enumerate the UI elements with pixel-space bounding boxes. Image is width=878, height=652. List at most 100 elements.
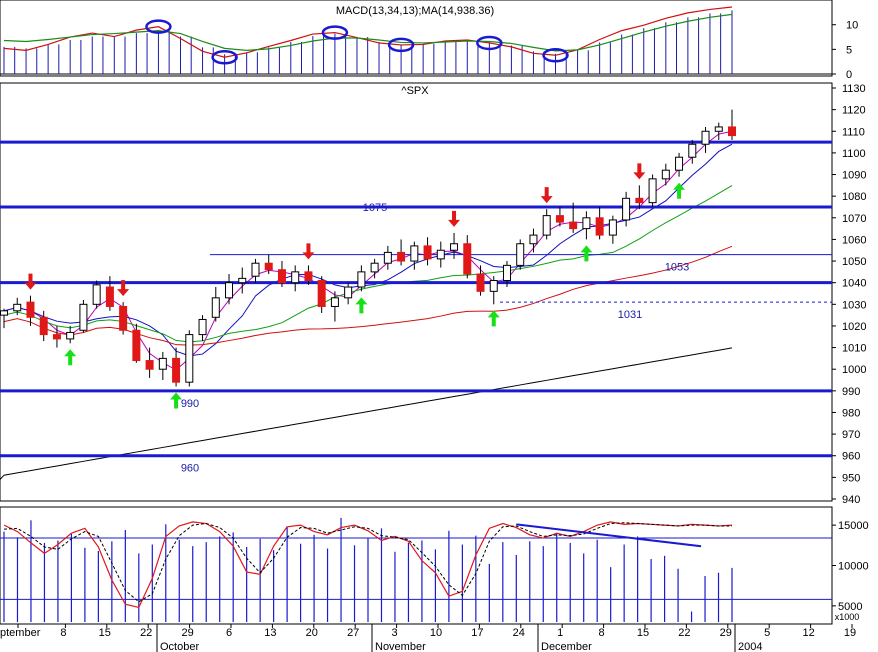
level-label: 960: [181, 463, 199, 475]
candle-body: [185, 334, 194, 383]
macd-group: 10 5 0: [0, 6, 858, 81]
candle-body: [0, 310, 8, 316]
stoch-y-tick-label: 10000: [838, 561, 869, 573]
x-tick-label: 20: [306, 627, 318, 639]
month-label: November: [375, 641, 426, 652]
candle-body: [13, 303, 22, 312]
x-tick-label: 6: [226, 627, 232, 639]
price-y-tick-label: 1080: [842, 191, 866, 203]
candle-body: [79, 303, 88, 331]
price-y-tick-label: 1060: [842, 234, 866, 246]
candle-body: [516, 243, 525, 266]
x-tick-label: 29: [181, 627, 193, 639]
candle-body: [66, 331, 75, 340]
candle-body: [423, 245, 432, 260]
candle-body: [383, 251, 392, 264]
x-axis: ptember 8 15 22 29 6 13 20 27 3 10 17 24 1 8 15 22 29 5 12 1…: [0, 623, 856, 652]
down-arrow-icon: [540, 187, 553, 204]
macd-y-tick-label: 0: [846, 69, 852, 81]
candle-body: [26, 301, 35, 318]
x-tick-label: 3: [392, 627, 398, 639]
price-y-tick-label: 1030: [842, 299, 866, 311]
candle-body: [357, 271, 366, 288]
candle-body: [158, 357, 167, 370]
candle-body: [225, 282, 234, 299]
level-label: 990: [181, 398, 199, 410]
stoch-y-tick-label: 15000: [838, 520, 869, 532]
price-group: 1130 1120 1110 1100 1090 1080 1070 1060 1050 1040…: [0, 83, 866, 506]
candle-body: [688, 143, 697, 158]
price-y-tick-label: 1120: [842, 105, 866, 117]
macd-title: MACD(13,34,13);MA(14,938.36): [336, 5, 494, 17]
down-arrow-icon: [24, 273, 37, 290]
macd-y-tick-label: 5: [846, 44, 852, 56]
candle-body: [476, 273, 485, 292]
month-label: 2004: [738, 641, 762, 652]
candle-body: [105, 286, 114, 307]
candle-body: [529, 234, 538, 245]
x-tick-label: 24: [513, 627, 525, 639]
stoch-k-line: [3, 521, 733, 609]
candle-body: [291, 271, 300, 284]
candle-body: [92, 284, 101, 305]
price-y-tick-label: 1110: [842, 126, 865, 138]
price-y-tick-label: 990: [842, 386, 860, 398]
x-tick-label: ptember: [0, 627, 41, 639]
x-tick-label: 15: [99, 627, 111, 639]
candle-body: [489, 280, 498, 292]
candle-body: [635, 197, 644, 204]
price-y-tick-label: 1070: [842, 213, 866, 225]
month-label: December: [541, 641, 592, 652]
x-tick-label: 8: [599, 627, 605, 639]
x-tick-label: 5: [764, 627, 770, 639]
candle-body: [370, 262, 379, 273]
candle-body: [119, 305, 128, 331]
down-arrow-icon: [302, 243, 315, 260]
macd-highlight-circle: [321, 25, 349, 40]
candle-body: [264, 262, 273, 271]
candle-body: [463, 243, 472, 275]
price-y-tick-label: 980: [842, 407, 860, 419]
down-arrow-icon: [448, 210, 461, 227]
stoch-y-tick-label: 5000: [838, 601, 862, 613]
up-arrow-icon: [487, 310, 500, 327]
stoch-group: 15000 10000 5000: [0, 517, 869, 622]
x-tick-label: 8: [60, 627, 66, 639]
x-tick-label: 19: [844, 627, 856, 639]
candle-body: [304, 271, 313, 282]
macd-highlight-circle: [145, 19, 172, 34]
candle-body: [277, 269, 286, 284]
price-y-tick-label: 970: [842, 429, 860, 441]
candle-body: [198, 318, 207, 336]
level-label: 1075: [363, 202, 387, 214]
price-y-tick-label: 960: [842, 451, 860, 463]
down-arrow-icon: [117, 280, 130, 297]
candle-body: [344, 286, 353, 299]
candle-body: [728, 126, 736, 137]
candle-body: [502, 264, 511, 282]
x-tick-label: 22: [140, 627, 152, 639]
price-y-tick-label: 1130: [842, 83, 866, 95]
macd-y-tick-label: 10: [846, 20, 858, 32]
macd-highlight-circle: [476, 35, 503, 51]
macd-panel: [0, 0, 833, 77]
price-y-tick-label: 950: [842, 472, 860, 484]
price-y-tick-label: 940: [842, 494, 860, 506]
volume-multiplier-label: x1000: [835, 612, 860, 622]
candle-body: [211, 297, 220, 318]
macd-highlight-circle: [211, 49, 238, 65]
candle-body: [145, 360, 154, 370]
candle-body: [436, 249, 445, 260]
price-y-tick-label: 1050: [842, 256, 866, 268]
x-tick-label: 22: [678, 627, 690, 639]
candle-body: [582, 217, 591, 230]
price-y-tick-label: 1010: [842, 343, 866, 355]
price-y-tick-label: 1090: [842, 170, 866, 182]
candle-body: [397, 251, 406, 262]
up-arrow-icon: [355, 297, 368, 314]
thin-level-label: 1053: [665, 262, 689, 274]
up-arrow-icon: [673, 182, 686, 199]
candle-body: [251, 262, 260, 277]
price-title: ^SPX: [401, 85, 429, 97]
macd-highlight-circle: [387, 37, 415, 53]
